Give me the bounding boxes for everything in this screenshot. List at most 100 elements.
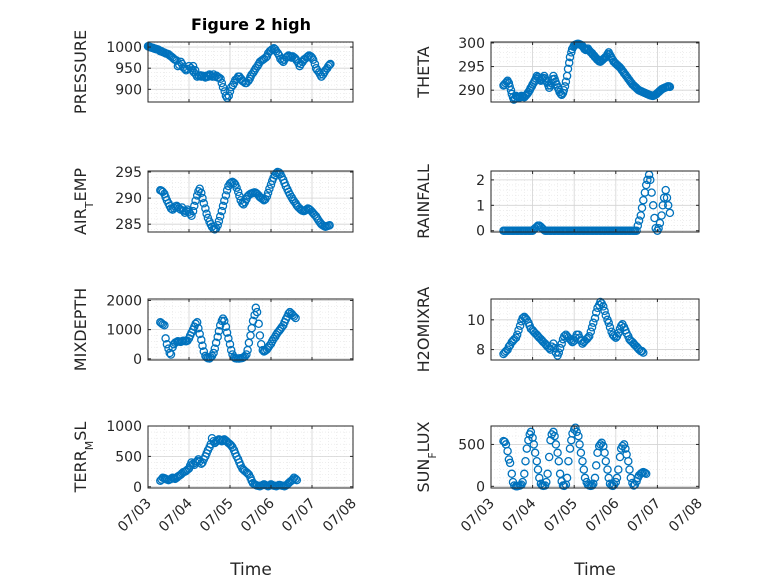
data-point <box>536 479 546 489</box>
data-point <box>550 343 559 353</box>
y-axis-label: H2OMIXRA <box>414 287 433 373</box>
data-point <box>565 52 575 62</box>
data-point <box>600 306 609 316</box>
data-point <box>326 59 335 69</box>
data-point <box>612 473 622 483</box>
data-point <box>292 475 302 485</box>
data-point <box>251 63 261 73</box>
data-point <box>252 307 262 317</box>
data-point <box>209 348 218 358</box>
data-point <box>202 209 211 219</box>
y-axis-label-main: AIR <box>71 208 90 235</box>
y-tick-label: 900 <box>115 82 142 98</box>
data-point <box>643 175 652 185</box>
data-point <box>629 481 638 490</box>
data-point <box>214 326 224 336</box>
data-point <box>599 302 608 311</box>
data-point <box>565 444 575 453</box>
data-point <box>555 343 565 353</box>
data-point <box>183 205 192 214</box>
data-point <box>242 350 251 359</box>
data-point <box>637 346 647 356</box>
y-axis-label-main: THETA <box>414 46 433 98</box>
data-series <box>156 167 334 234</box>
data-point <box>505 82 514 91</box>
data-point <box>557 339 566 348</box>
y-tick-label: 1 <box>476 198 485 214</box>
data-series <box>499 170 675 235</box>
data-point <box>181 66 191 75</box>
data-point <box>590 314 600 323</box>
data-point <box>560 82 570 91</box>
data-point <box>641 180 651 190</box>
subplot-1: 900 950 1000 PRESSURE <box>71 30 354 114</box>
data-point <box>571 423 580 432</box>
data-point <box>534 74 544 83</box>
y-axis-label: RAINFALL <box>414 164 433 239</box>
data-point <box>288 310 297 320</box>
figure-title: Figure 2 high <box>191 15 311 34</box>
data-point <box>639 195 648 205</box>
data-point <box>224 334 233 343</box>
data-point <box>604 473 613 483</box>
y-axis-label: AIRTEMP <box>71 168 96 235</box>
data-point <box>605 323 615 332</box>
data-point <box>535 473 544 483</box>
data-point <box>633 221 643 230</box>
data-point <box>233 187 243 197</box>
data-point <box>591 308 601 317</box>
data-point <box>265 184 274 193</box>
y-tick-label: 290 <box>458 83 485 99</box>
y-axis-label-main: SUN <box>414 459 433 493</box>
y-tick-label: 950 <box>115 61 142 77</box>
y-axis-label-main: TERR <box>71 450 90 493</box>
data-point <box>562 473 572 483</box>
y-tick-label: 295 <box>458 60 485 76</box>
data-point <box>572 427 581 437</box>
subplot-6: 8 10 H2OMIXRA <box>414 287 700 373</box>
data-point <box>567 48 576 57</box>
data-point <box>587 323 597 332</box>
data-point <box>215 212 225 221</box>
data-point <box>325 60 334 70</box>
data-point <box>222 186 232 195</box>
data-point <box>289 196 299 206</box>
y-axis-label: MIXDEPTH <box>71 288 90 371</box>
data-point <box>522 444 532 453</box>
data-point <box>197 459 206 468</box>
data-point <box>308 55 318 64</box>
data-point <box>192 318 202 327</box>
data-point <box>611 333 621 342</box>
data-point <box>634 216 644 225</box>
data-point <box>549 427 558 437</box>
data-point <box>217 206 227 216</box>
subplot-2: 290 295 300 THETA <box>414 36 700 104</box>
data-point <box>296 59 306 69</box>
data-point <box>624 456 633 466</box>
data-point <box>512 330 522 339</box>
y-tick-label: 0 <box>476 479 485 495</box>
data-point <box>210 225 220 234</box>
data-point <box>221 322 231 331</box>
data-point <box>553 448 562 458</box>
data-point <box>291 474 300 484</box>
data-point <box>647 188 656 197</box>
subplot-3: 285 290 295 AIRTEMP <box>71 165 354 235</box>
y-tick-label: 1000 <box>106 323 142 339</box>
data-point <box>199 199 209 208</box>
data-point <box>291 313 300 323</box>
data-point <box>254 319 263 329</box>
subplot-4: 0 1 2 RAINFALL <box>414 164 700 240</box>
data-point <box>619 440 629 449</box>
data-point <box>559 85 569 95</box>
data-point <box>261 53 270 62</box>
y-tick-label: 290 <box>115 191 142 207</box>
axes-box <box>147 170 354 233</box>
data-point <box>201 204 210 213</box>
data-point <box>564 456 573 466</box>
data-point <box>665 82 675 92</box>
data-point <box>505 458 515 468</box>
data-point <box>160 321 169 330</box>
data-point <box>503 446 512 456</box>
